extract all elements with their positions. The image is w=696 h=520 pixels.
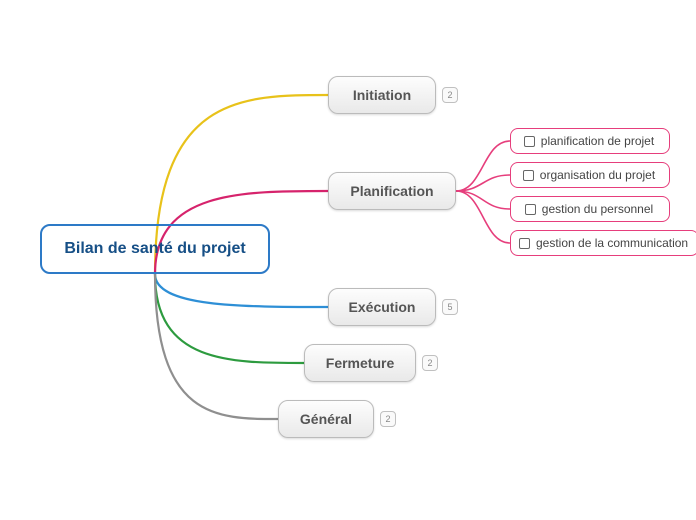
leaf-planification-3[interactable]: gestion de la communication: [510, 230, 696, 256]
count-badge-fermeture[interactable]: 2: [422, 355, 438, 371]
leaf-label: planification de projet: [541, 134, 654, 148]
checkbox-icon[interactable]: [519, 238, 530, 249]
count-badge-initiation[interactable]: 2: [442, 87, 458, 103]
branch-fermeture[interactable]: Fermeture: [304, 344, 416, 382]
leaf-planification-2[interactable]: gestion du personnel: [510, 196, 670, 222]
leaf-label: gestion du personnel: [542, 202, 653, 216]
count-badge-execution[interactable]: 5: [442, 299, 458, 315]
root-node[interactable]: Bilan de santé du projet: [40, 224, 270, 274]
checkbox-icon[interactable]: [523, 170, 534, 181]
branch-planification[interactable]: Planification: [328, 172, 456, 210]
leaf-planification-1[interactable]: organisation du projet: [510, 162, 670, 188]
branch-general[interactable]: Général: [278, 400, 374, 438]
branch-execution[interactable]: Exécution: [328, 288, 436, 326]
count-badge-general[interactable]: 2: [380, 411, 396, 427]
leaf-label: organisation du projet: [540, 168, 655, 182]
leaf-planification-0[interactable]: planification de projet: [510, 128, 670, 154]
branch-initiation[interactable]: Initiation: [328, 76, 436, 114]
checkbox-icon[interactable]: [524, 136, 535, 147]
leaf-label: gestion de la communication: [536, 236, 688, 250]
checkbox-icon[interactable]: [525, 204, 536, 215]
